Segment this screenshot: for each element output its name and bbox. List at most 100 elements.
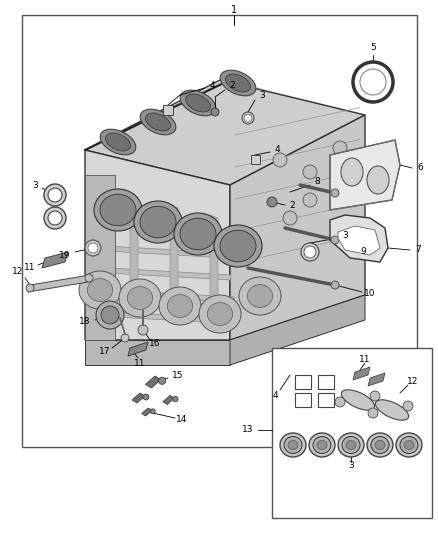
Ellipse shape: [313, 437, 331, 454]
Ellipse shape: [342, 437, 360, 454]
Ellipse shape: [180, 218, 216, 250]
Circle shape: [101, 306, 119, 324]
Ellipse shape: [180, 90, 216, 116]
Ellipse shape: [371, 437, 389, 454]
Circle shape: [150, 409, 155, 414]
Ellipse shape: [186, 94, 211, 112]
Ellipse shape: [341, 158, 363, 186]
Text: 3: 3: [348, 461, 354, 470]
Circle shape: [267, 197, 277, 207]
Text: 2: 2: [289, 200, 295, 209]
Ellipse shape: [317, 440, 327, 449]
Text: 4: 4: [209, 80, 215, 90]
Circle shape: [138, 325, 148, 335]
Circle shape: [242, 112, 254, 124]
Ellipse shape: [134, 201, 182, 243]
Text: 11: 11: [359, 356, 371, 365]
Text: 3: 3: [259, 92, 265, 101]
Polygon shape: [28, 275, 90, 292]
Polygon shape: [170, 205, 178, 315]
Text: 13: 13: [242, 425, 254, 434]
Ellipse shape: [79, 271, 121, 309]
Circle shape: [85, 240, 101, 256]
Ellipse shape: [239, 277, 281, 315]
Circle shape: [303, 165, 317, 179]
Text: 9: 9: [360, 247, 366, 256]
Ellipse shape: [214, 225, 262, 267]
Polygon shape: [42, 252, 68, 268]
Ellipse shape: [159, 287, 201, 325]
Polygon shape: [145, 376, 161, 388]
Circle shape: [44, 184, 66, 206]
Ellipse shape: [367, 433, 393, 457]
Circle shape: [88, 243, 98, 253]
Bar: [272, 348, 432, 518]
Text: 11: 11: [134, 359, 146, 368]
Ellipse shape: [375, 400, 409, 420]
Polygon shape: [132, 393, 145, 403]
Bar: [22, 15, 417, 447]
Circle shape: [303, 193, 317, 207]
Text: 2: 2: [229, 82, 235, 91]
Bar: [295, 375, 311, 389]
Ellipse shape: [119, 279, 161, 317]
Text: 1: 1: [231, 5, 237, 15]
Polygon shape: [338, 226, 380, 255]
Ellipse shape: [226, 74, 251, 92]
Polygon shape: [94, 289, 234, 302]
Circle shape: [244, 114, 252, 122]
Text: 10: 10: [364, 289, 376, 298]
Text: 4: 4: [272, 391, 278, 400]
Ellipse shape: [100, 129, 136, 155]
Text: 11: 11: [24, 263, 36, 272]
Ellipse shape: [140, 109, 176, 135]
Bar: [318, 375, 334, 389]
Ellipse shape: [346, 440, 356, 449]
Ellipse shape: [140, 206, 176, 238]
Circle shape: [48, 188, 62, 202]
Ellipse shape: [400, 437, 418, 454]
Polygon shape: [210, 215, 218, 325]
Text: 16: 16: [149, 340, 161, 349]
Text: 6: 6: [417, 164, 423, 173]
Ellipse shape: [309, 433, 335, 457]
Ellipse shape: [338, 433, 364, 457]
Text: 17: 17: [99, 348, 111, 357]
Text: 14: 14: [177, 416, 188, 424]
Circle shape: [403, 401, 413, 411]
Bar: [318, 393, 334, 407]
Text: 19: 19: [59, 251, 71, 260]
Ellipse shape: [404, 440, 414, 449]
Polygon shape: [130, 195, 138, 305]
Ellipse shape: [106, 133, 131, 151]
Polygon shape: [85, 340, 230, 365]
Circle shape: [48, 211, 62, 225]
Ellipse shape: [247, 285, 272, 308]
Ellipse shape: [167, 295, 193, 317]
Text: 4: 4: [274, 146, 280, 155]
Polygon shape: [85, 80, 365, 185]
Ellipse shape: [220, 230, 256, 262]
Ellipse shape: [208, 303, 233, 326]
Circle shape: [26, 284, 34, 292]
Ellipse shape: [367, 166, 389, 194]
Ellipse shape: [100, 194, 136, 226]
Circle shape: [173, 397, 178, 402]
Ellipse shape: [341, 390, 374, 410]
Circle shape: [331, 236, 339, 244]
Ellipse shape: [288, 440, 298, 449]
Ellipse shape: [88, 279, 113, 301]
Ellipse shape: [396, 433, 422, 457]
Polygon shape: [368, 373, 385, 386]
Ellipse shape: [174, 213, 222, 255]
Polygon shape: [330, 140, 400, 210]
Circle shape: [370, 391, 380, 401]
Circle shape: [304, 246, 316, 258]
Text: 7: 7: [415, 246, 421, 254]
Ellipse shape: [284, 437, 302, 454]
Text: 12: 12: [407, 377, 419, 386]
Bar: [251, 155, 260, 164]
Circle shape: [333, 141, 347, 155]
Circle shape: [368, 408, 378, 418]
Polygon shape: [88, 245, 228, 258]
